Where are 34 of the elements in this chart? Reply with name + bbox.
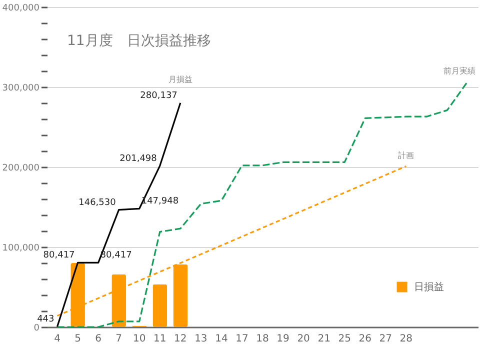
y-tick-label: 200,000 bbox=[2, 164, 40, 174]
x-tick-label: 7 bbox=[116, 334, 122, 344]
x-tick-label: 28 bbox=[400, 334, 413, 344]
x-tick-label: 25 bbox=[338, 334, 351, 344]
x-tick-label: 12 bbox=[174, 334, 187, 344]
x-tick-label: 14 bbox=[215, 334, 228, 344]
data-label: 201,498 bbox=[120, 154, 158, 164]
y-tick-label: 100,000 bbox=[2, 244, 40, 254]
x-tick-label: 4 bbox=[54, 334, 60, 344]
x-tick-label: 5 bbox=[74, 334, 81, 344]
series-label: 前月実績 bbox=[444, 66, 476, 76]
legend-label: 日損益 bbox=[414, 281, 444, 293]
y-tick-label: 0 bbox=[34, 324, 40, 334]
x-tick-label: 20 bbox=[297, 334, 310, 344]
y-tick-label: 400,000 bbox=[2, 4, 40, 14]
x-tick-label: 6 bbox=[95, 334, 102, 344]
data-label: 80,417 bbox=[43, 250, 75, 261]
data-label: 443 bbox=[37, 314, 54, 325]
x-tick-label: 27 bbox=[379, 334, 392, 344]
x-tick-label: 18 bbox=[256, 334, 269, 344]
x-tick-label: 13 bbox=[194, 334, 208, 344]
data-label: 146,530 bbox=[78, 198, 116, 208]
x-tick-label: 21 bbox=[318, 334, 330, 344]
x-tick-label: 26 bbox=[358, 334, 372, 344]
data-label: 280,137 bbox=[140, 90, 178, 101]
x-tick-label: 17 bbox=[236, 334, 248, 344]
bar bbox=[152, 284, 168, 327]
text: 月損益 bbox=[168, 74, 192, 84]
text: 11月度 日次損益推移 bbox=[67, 33, 211, 49]
x-tick-label: 19 bbox=[276, 334, 290, 344]
y-tick-label: 300,000 bbox=[2, 84, 40, 94]
series-label: 計画 bbox=[398, 151, 414, 160]
x-tick-label: 11 bbox=[154, 334, 166, 344]
x-tick-label: 10 bbox=[132, 334, 146, 344]
